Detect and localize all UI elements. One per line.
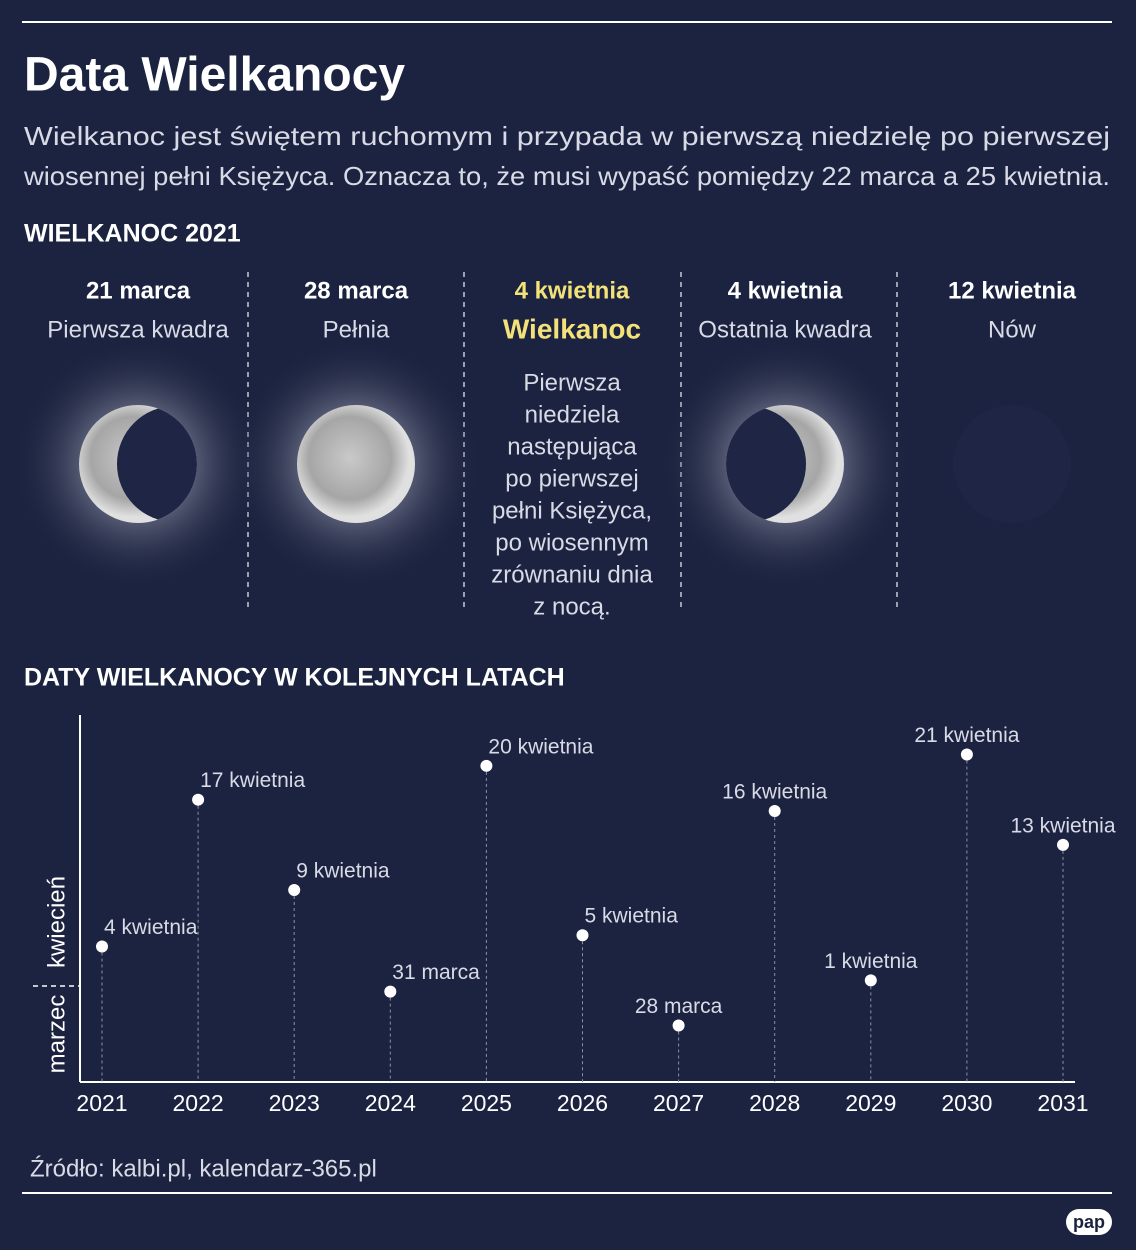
value-label: 9 kwietnia [296,860,390,883]
x-tick-label: 2028 [749,1090,800,1116]
moon-shadow [117,406,197,522]
dot [768,804,781,817]
note-line: pełni Księżyca, [492,497,652,524]
x-tick-label: 2031 [1037,1090,1088,1116]
note-line: niedziela [525,401,620,428]
dot [672,1019,685,1032]
x-tick-label: 2021 [76,1090,127,1116]
y-region-label: kwiecień [43,876,70,968]
value-label: 20 kwietnia [488,735,593,758]
phase-name: Pierwsza kwadra [47,316,229,343]
x-tick-label: 2023 [269,1090,320,1116]
logo: pap [1073,1212,1105,1232]
phase-date: 28 marca [304,277,409,304]
note-line: następująca [507,433,637,460]
source: Źródło: kalbi.pl, kalendarz-365.pl [30,1155,377,1182]
value-label: 21 kwietnia [914,724,1019,747]
y-region-label: marzec [43,995,70,1074]
x-tick-label: 2026 [557,1090,608,1116]
phase-name: Nów [988,316,1037,343]
note-line: po pierwszej [505,465,638,492]
value-label: 31 marca [392,961,480,984]
x-tick-label: 2027 [653,1090,704,1116]
easter-label: Wielkanoc [503,313,641,344]
note-line: Pierwsza [523,369,621,396]
dot [1057,838,1069,851]
x-tick-label: 2024 [365,1090,416,1116]
value-label: 16 kwietnia [722,781,827,804]
phase-date: 12 kwietnia [948,277,1077,304]
dot [960,748,973,761]
phase-name: Ostatnia kwadra [698,316,872,343]
note-line: z nocą. [533,593,610,620]
value-label: 28 marca [635,995,723,1018]
intro-line: Wielkanoc jest świętem ruchomym i przypa… [24,121,1110,151]
phase-date: 4 kwietnia [515,277,630,304]
value-label: 4 kwietnia [104,916,198,939]
x-tick-label: 2025 [461,1090,512,1116]
moon [953,405,1071,523]
dot [288,884,301,897]
dot [192,793,205,806]
x-tick-label: 2022 [173,1090,224,1116]
note-line: po wiosennym [495,529,648,556]
logo-badge [1066,1209,1112,1235]
value-label: 17 kwietnia [200,769,305,792]
dot [96,940,108,953]
moon-shadow [726,406,806,522]
note-line: zrównaniu dnia [491,561,653,588]
value-label: 13 kwietnia [1010,814,1115,837]
title: Data Wielkanocy [24,49,405,102]
chart-title: DATY WIELKANOCY W KOLEJNYCH LATACH [24,664,565,692]
x-tick-label: 2030 [941,1090,992,1116]
dot [480,759,493,772]
phase-date: 4 kwietnia [728,277,843,304]
dot [384,985,397,998]
phase-date: 21 marca [86,277,191,304]
dot [576,929,589,942]
value-label: 1 kwietnia [824,950,918,973]
section-title: WIELKANOC 2021 [24,220,241,248]
intro-line: wiosennej pełni Księżyca. Oznacza to, że… [23,161,1110,191]
phase-name: Pełnia [323,316,390,343]
moon [297,405,415,523]
dot [864,974,877,987]
value-label: 5 kwietnia [585,905,679,928]
x-tick-label: 2029 [845,1090,896,1116]
